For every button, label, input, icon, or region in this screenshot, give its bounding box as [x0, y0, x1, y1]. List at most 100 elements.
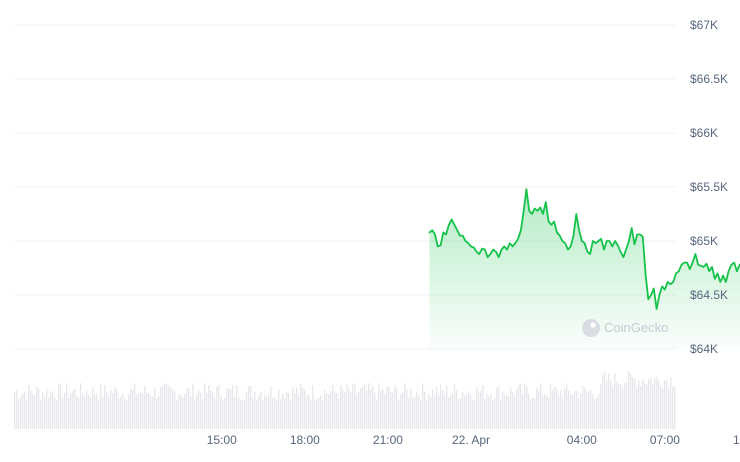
volume-bar: [72, 390, 74, 429]
volume-bar: [408, 398, 410, 429]
volume-bar: [424, 391, 426, 429]
volume-bar: [356, 393, 358, 429]
volume-bar: [308, 394, 310, 429]
y-tick-label: $65.5K: [690, 180, 728, 194]
volume-bar: [516, 389, 518, 429]
x-tick-label: 07:00: [650, 433, 680, 447]
y-axis-labels: $64K $64.5K $65K $65.5K $66K $66.5K $67K: [690, 18, 728, 356]
volume-bar: [40, 399, 42, 429]
volume-bar: [250, 385, 252, 429]
x-tick-label: 10:00: [733, 433, 740, 447]
volume-bar: [624, 382, 626, 429]
volume-bar: [346, 384, 348, 429]
volume-bar: [570, 394, 572, 429]
volume-bar: [432, 389, 434, 429]
volume-bars: [14, 371, 676, 429]
y-tick-label: $64.5K: [690, 288, 728, 302]
volume-bar: [400, 394, 402, 429]
volume-bar: [22, 392, 24, 429]
volume-bar: [64, 392, 66, 429]
y-tick-label: $65K: [690, 234, 718, 248]
volume-bar: [508, 396, 510, 429]
volume-bar: [532, 397, 534, 429]
volume-bar: [384, 393, 386, 429]
volume-bar: [612, 387, 614, 429]
volume-bar: [372, 385, 374, 429]
volume-bar: [544, 394, 546, 429]
volume-bar: [318, 397, 320, 429]
price-area: [428, 188, 740, 349]
volume-bar: [460, 397, 462, 429]
volume-bar: [20, 396, 22, 429]
volume-bar: [328, 394, 330, 429]
volume-bar: [76, 395, 78, 429]
volume-bar: [654, 378, 656, 429]
volume-bar: [190, 396, 192, 429]
price-area-fill: [429, 189, 740, 349]
volume-bar: [114, 387, 116, 429]
volume-bar: [446, 385, 448, 429]
volume-bar: [264, 394, 266, 429]
volume-bar: [226, 388, 228, 429]
volume-bar: [56, 399, 58, 429]
volume-bar: [540, 383, 542, 429]
volume-bar: [582, 386, 584, 429]
volume-bar: [658, 379, 660, 429]
volume-bar: [82, 392, 84, 429]
volume-bar: [442, 390, 444, 429]
volume-bar: [518, 384, 520, 429]
y-tick-label: $66K: [690, 126, 718, 140]
volume-bar: [364, 384, 366, 429]
volume-bar: [406, 389, 408, 429]
volume-bar: [402, 392, 404, 429]
volume-bar: [100, 384, 102, 429]
volume-bar: [438, 395, 440, 429]
volume-bar: [236, 385, 238, 429]
volume-bar: [342, 388, 344, 429]
volume-bar: [398, 399, 400, 429]
volume-bar: [140, 391, 142, 429]
volume-bar: [642, 379, 644, 429]
volume-bar: [638, 380, 640, 429]
volume-bar: [640, 385, 642, 429]
volume-bar: [198, 390, 200, 429]
volume-bar: [636, 387, 638, 429]
volume-bar: [224, 398, 226, 429]
volume-bar: [332, 384, 334, 429]
volume-bar: [54, 397, 56, 429]
volume-bar: [488, 396, 490, 429]
volume-bar: [230, 389, 232, 429]
volume-bar: [386, 387, 388, 429]
volume-bar: [454, 384, 456, 429]
volume-bar: [116, 389, 118, 429]
volume-bar: [108, 396, 110, 429]
volume-bar: [256, 399, 258, 429]
volume-bar: [144, 385, 146, 429]
volume-bar: [524, 383, 526, 429]
volume-bar: [104, 385, 106, 429]
volume-bar: [204, 383, 206, 429]
volume-bar: [608, 373, 610, 429]
volume-bar: [344, 391, 346, 429]
volume-bar: [110, 390, 112, 429]
grid-lines: [14, 24, 676, 350]
volume-bar: [404, 383, 406, 429]
volume-bar: [510, 387, 512, 429]
volume-bar: [474, 399, 476, 429]
volume-bar: [538, 390, 540, 429]
volume-bar: [592, 393, 594, 429]
volume-bar: [622, 387, 624, 429]
x-axis-labels: 15:00 18:00 21:00 22. Apr 04:00 07:00 10:00: [207, 433, 740, 447]
volume-bar: [506, 394, 508, 429]
volume-bar: [588, 391, 590, 429]
volume-bar: [496, 387, 498, 429]
volume-bar: [396, 387, 398, 429]
volume-bar: [74, 388, 76, 429]
volume-bar: [44, 396, 46, 429]
volume-bar: [626, 382, 628, 429]
volume-bar: [258, 395, 260, 429]
volume-bar: [320, 395, 322, 429]
volume-bar: [270, 386, 272, 429]
volume-bar: [500, 400, 502, 429]
